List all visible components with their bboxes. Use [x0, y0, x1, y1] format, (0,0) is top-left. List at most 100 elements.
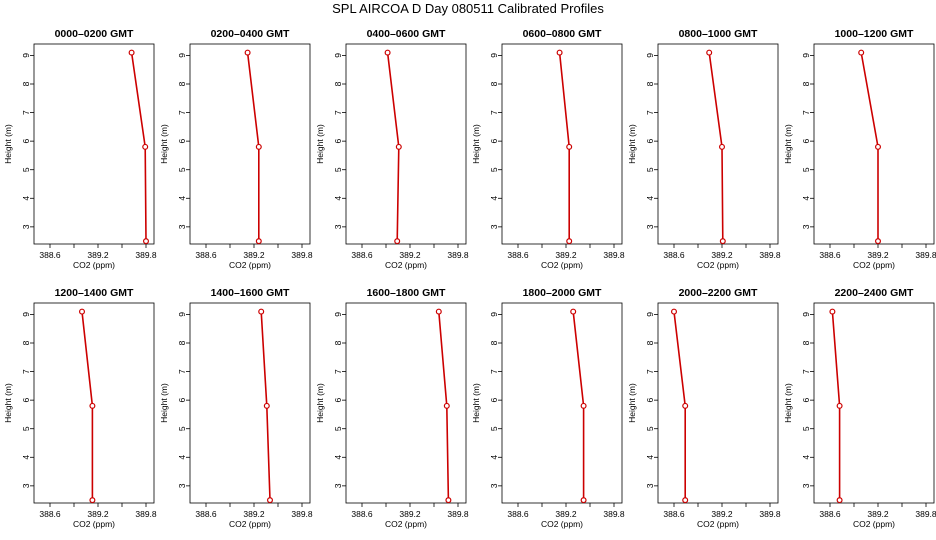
y-tick-label: 5 — [177, 426, 187, 431]
x-tick-label: 389.2 — [867, 509, 889, 519]
y-tick-label: 9 — [333, 312, 343, 317]
y-tick-label: 8 — [333, 81, 343, 86]
y-tick-label: 7 — [645, 369, 655, 374]
y-tick-label: 6 — [333, 398, 343, 403]
y-axis-label: Height (m) — [3, 383, 13, 423]
x-axis-label: CO2 (ppm) — [697, 260, 739, 270]
data-point — [874, 143, 881, 150]
y-tick-label: 7 — [21, 369, 31, 374]
y-axis-label: Height (m) — [783, 124, 793, 164]
y-tick-label: 6 — [333, 139, 343, 144]
y-tick-label: 7 — [333, 369, 343, 374]
x-axis-label: CO2 (ppm) — [697, 519, 739, 529]
y-tick-label: 7 — [489, 110, 499, 115]
x-tick-label: 389.8 — [291, 509, 313, 519]
data-point — [78, 308, 85, 315]
y-tick-label: 3 — [21, 483, 31, 488]
panel-title: 1400–1600 GMT — [211, 287, 290, 299]
x-tick-label: 389.2 — [243, 509, 265, 519]
x-tick-label: 389.8 — [291, 250, 313, 260]
profile-panel: 0800–1000 GMT 388.6 389.2 389.8 3 4 5 6 7 8 9 CO2 (… — [627, 28, 781, 270]
profile-panel: 1000–1200 GMT 388.6 389.2 389.8 3 4 5 6 7 8 9 CO2 (… — [783, 28, 936, 270]
y-tick-label: 4 — [801, 196, 811, 201]
x-tick-label: 389.2 — [555, 250, 577, 260]
profile-panel: 1800–2000 GMT 388.6 389.2 389.8 3 4 5 6 7 8 9 CO2 (… — [471, 287, 625, 529]
data-point — [556, 49, 563, 56]
y-tick-label: 3 — [645, 224, 655, 229]
data-point — [566, 238, 573, 245]
y-tick-label: 6 — [21, 139, 31, 144]
data-point — [255, 238, 262, 245]
y-tick-label: 3 — [21, 224, 31, 229]
y-tick-label: 9 — [489, 312, 499, 317]
x-tick-label: 389.8 — [915, 509, 936, 519]
panel-title: 0800–1000 GMT — [679, 28, 758, 40]
y-tick-label: 6 — [489, 139, 499, 144]
y-tick-label: 8 — [645, 340, 655, 345]
x-tick-label: 388.6 — [663, 509, 685, 519]
y-tick-label: 4 — [645, 455, 655, 460]
y-tick-label: 5 — [333, 167, 343, 172]
profile-panel: 1600–1800 GMT 388.6 389.2 389.8 3 4 5 6 7 8 9 CO2 (… — [315, 287, 469, 529]
y-axis-label: Height (m) — [159, 383, 169, 423]
data-point — [570, 308, 577, 315]
y-axis-label: Height (m) — [627, 124, 637, 164]
x-axis-label: CO2 (ppm) — [853, 519, 895, 529]
y-tick-label: 3 — [333, 224, 343, 229]
x-axis-label: CO2 (ppm) — [229, 519, 271, 529]
y-tick-label: 8 — [489, 81, 499, 86]
profile-panel: 2000–2200 GMT 388.6 389.2 389.8 3 4 5 6 7 8 9 CO2 (… — [627, 287, 781, 529]
data-point — [858, 49, 865, 56]
y-tick-label: 6 — [489, 398, 499, 403]
y-tick-label: 5 — [333, 426, 343, 431]
y-tick-label: 8 — [801, 81, 811, 86]
data-point — [89, 497, 96, 504]
y-tick-label: 4 — [801, 455, 811, 460]
y-tick-label: 6 — [177, 398, 187, 403]
y-tick-label: 4 — [177, 196, 187, 201]
y-tick-label: 8 — [21, 340, 31, 345]
data-point — [682, 402, 689, 409]
y-tick-label: 4 — [645, 196, 655, 201]
y-tick-label: 3 — [333, 483, 343, 488]
x-axis-label: CO2 (ppm) — [73, 260, 115, 270]
x-tick-label: 389.8 — [603, 250, 625, 260]
profile-panel: 0400–0600 GMT 388.6 389.2 389.8 3 4 5 6 7 8 9 CO2 (… — [315, 28, 469, 270]
y-tick-label: 7 — [333, 110, 343, 115]
y-tick-label: 4 — [21, 455, 31, 460]
x-tick-label: 389.2 — [243, 250, 265, 260]
x-tick-label: 389.8 — [603, 509, 625, 519]
x-tick-label: 388.6 — [819, 250, 841, 260]
data-point — [143, 238, 150, 245]
x-tick-label: 388.6 — [39, 250, 61, 260]
y-tick-label: 9 — [801, 312, 811, 317]
y-tick-label: 9 — [489, 53, 499, 58]
plot-frame — [33, 43, 155, 245]
x-axis-label: CO2 (ppm) — [853, 260, 895, 270]
x-axis-label: CO2 (ppm) — [229, 260, 271, 270]
x-tick-label: 389.2 — [87, 509, 109, 519]
data-point — [580, 497, 587, 504]
panel-title: 1200–1400 GMT — [55, 287, 134, 299]
data-point — [719, 238, 726, 245]
panel-title: 0400–0600 GMT — [367, 28, 446, 40]
y-tick-label: 7 — [489, 369, 499, 374]
y-axis-label: Height (m) — [315, 383, 325, 423]
x-tick-label: 389.8 — [447, 250, 469, 260]
plot-frame — [189, 43, 311, 245]
y-tick-label: 3 — [177, 483, 187, 488]
y-tick-label: 9 — [333, 53, 343, 58]
data-point — [829, 308, 836, 315]
data-point — [566, 143, 573, 150]
y-tick-label: 5 — [489, 426, 499, 431]
plot-frame — [657, 302, 779, 504]
x-tick-label: 389.2 — [399, 250, 421, 260]
y-tick-label: 9 — [21, 53, 31, 58]
data-point — [874, 238, 881, 245]
data-point — [445, 497, 452, 504]
profile-panel: 0200–0400 GMT 388.6 389.2 389.8 3 4 5 6 7 8 9 CO2 (… — [159, 28, 313, 270]
x-tick-label: 388.6 — [351, 250, 373, 260]
profile-panel: 1200–1400 GMT 388.6 389.2 389.8 3 4 5 6 7 8 9 CO2 (… — [3, 287, 157, 529]
y-tick-label: 6 — [177, 139, 187, 144]
